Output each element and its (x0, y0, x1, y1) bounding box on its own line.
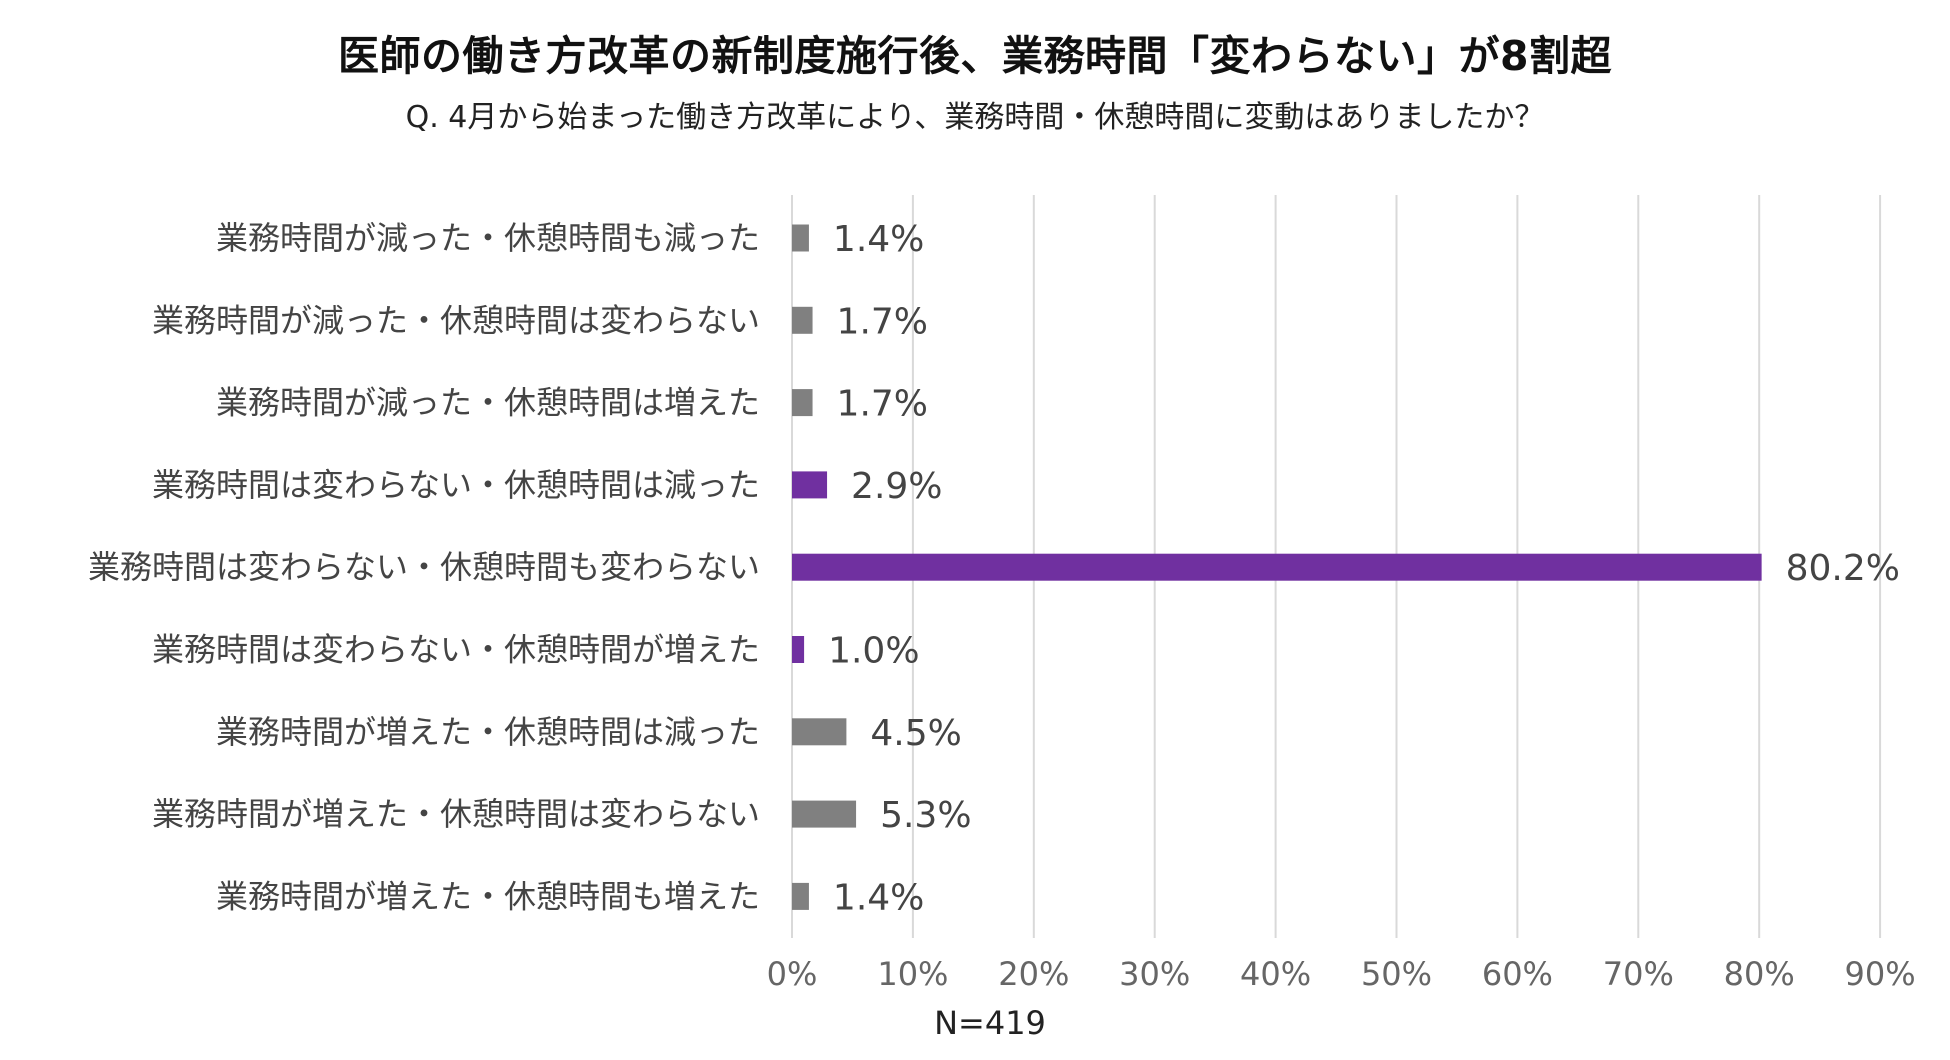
bar (792, 224, 809, 252)
value-label: 1.0% (828, 631, 919, 672)
category-label: 業務時間が減った・休憩時間は増えた (216, 384, 760, 422)
category-label: 業務時間が減った・休憩時間は変わらない (152, 301, 760, 339)
category-label: 業務時間が増えた・休憩時間は変わらない (152, 795, 760, 833)
x-tick-label: 0% (767, 955, 818, 993)
x-axis-tick-labels: 0% 10% 20% 30% 40% 50% 60% 70% 80% 90% (767, 955, 1916, 993)
category-label: 業務時間が減った・休憩時間も減った (216, 219, 760, 257)
bar (792, 471, 828, 499)
category-label: 業務時間は変わらない・休憩時間も変わらない (88, 548, 760, 586)
x-tick-label: 10% (877, 955, 948, 993)
bar (792, 553, 1762, 581)
x-tick-label: 50% (1361, 955, 1432, 993)
value-label: 1.7% (837, 384, 928, 425)
x-tick-label: 70% (1603, 955, 1674, 993)
bar (792, 718, 847, 746)
x-tick-label: 30% (1119, 955, 1190, 993)
sample-size-note: N=419 (934, 1004, 1046, 1042)
bar (792, 306, 813, 334)
x-tick-label: 40% (1240, 955, 1311, 993)
value-label: 1.7% (837, 301, 928, 342)
value-label: 5.3% (880, 795, 971, 836)
bars (792, 224, 1762, 910)
chart-subtitle: Q. 4月から始まった働き方改革により、業務時間・休憩時間に変動はありましたか？ (405, 100, 1545, 135)
bar (792, 636, 805, 663)
value-label: 4.5% (870, 713, 961, 754)
x-tick-label: 60% (1482, 955, 1553, 993)
bar (792, 800, 857, 828)
x-tick-label: 80% (1724, 955, 1795, 993)
x-tick-label: 20% (998, 955, 1069, 993)
value-label: 1.4% (833, 877, 924, 918)
bar (792, 882, 809, 910)
category-label: 業務時間は変わらない・休憩時間が増えた (152, 631, 760, 669)
category-label: 業務時間が増えた・休憩時間は減った (216, 713, 760, 751)
category-label: 業務時間は変わらない・休憩時間は減った (152, 466, 760, 504)
value-label: 2.9% (851, 466, 942, 507)
chart-title: 医師の働き方改革の新制度施行後、業務時間「変わらない」が8割超 (337, 32, 1613, 80)
value-label: 80.2% (1786, 548, 1900, 589)
category-labels: 業務時間が減った・休憩時間も減った業務時間が減った・休憩時間は変わらない業務時間… (88, 219, 760, 915)
bar (792, 389, 813, 417)
value-labels: 1.4% 1.7% 1.7% 2.9% 80.2% 1.0% 4.5% 5.3% 1.4% (828, 219, 1900, 918)
value-label: 1.4% (833, 219, 924, 260)
category-label: 業務時間が増えた・休憩時間も増えた (216, 877, 760, 915)
x-tick-label: 90% (1845, 955, 1916, 993)
